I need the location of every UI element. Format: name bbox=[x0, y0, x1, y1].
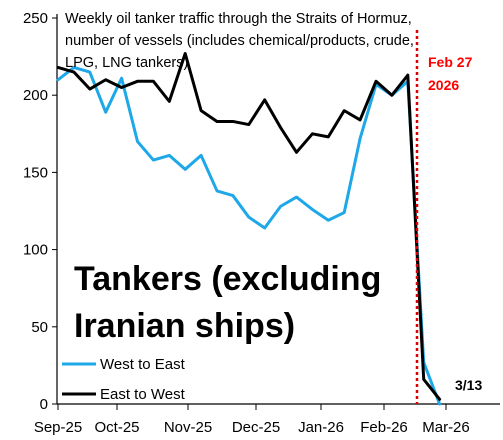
legend: West to East East to West bbox=[62, 356, 186, 403]
end-date-label: 3/13 bbox=[455, 377, 482, 393]
legend-label-east-to-west: East to West bbox=[100, 386, 186, 403]
event-date-line-2: 2026 bbox=[428, 77, 459, 93]
chart-title-line-1: Weekly oil tanker traffic through the St… bbox=[65, 11, 412, 27]
series-line-east-to-west bbox=[56, 52, 442, 401]
chart-title-line-3: LPG, LNG tankers) bbox=[65, 55, 188, 71]
x-tick-label: Sep-25 bbox=[34, 419, 82, 436]
y-tick-label: 200 bbox=[23, 87, 48, 104]
y-tick-label: 0 bbox=[40, 396, 48, 413]
x-tick-label: Jan-26 bbox=[298, 419, 344, 436]
y-tick-label: 100 bbox=[23, 242, 48, 259]
overlay-label: Tankers (excluding Iranian ships) bbox=[74, 260, 381, 345]
x-tick-label: Nov-25 bbox=[164, 419, 212, 436]
x-tick-label: Oct-25 bbox=[94, 419, 139, 436]
legend-label-west-to-east: West to East bbox=[100, 356, 186, 373]
y-tick-label: 150 bbox=[23, 164, 48, 181]
event-date-line-1: Feb 27 bbox=[428, 54, 473, 70]
chart-title: Weekly oil tanker traffic through the St… bbox=[65, 11, 414, 71]
tick-labels: 0 50 100 150 200 250 Sep-25 Oct-25 Nov-25 Dec-25 J… bbox=[23, 10, 470, 436]
x-tick-label: Feb-26 bbox=[360, 419, 408, 436]
x-tick-label: Mar-26 bbox=[422, 419, 470, 436]
series-line-west-to-east bbox=[56, 65, 442, 406]
y-tick-label: 50 bbox=[31, 319, 48, 336]
overlay-label-line-1: Tankers (excluding bbox=[74, 260, 381, 298]
chart-title-line-2: number of vessels (includes chemical/pro… bbox=[65, 33, 414, 49]
series-layer bbox=[56, 52, 442, 406]
annotations: Feb 27 2026 3/13 bbox=[415, 30, 482, 404]
y-tick-label: 250 bbox=[23, 10, 48, 27]
x-tick-label: Dec-25 bbox=[232, 419, 280, 436]
overlay-label-line-2: Iranian ships) bbox=[74, 307, 295, 345]
